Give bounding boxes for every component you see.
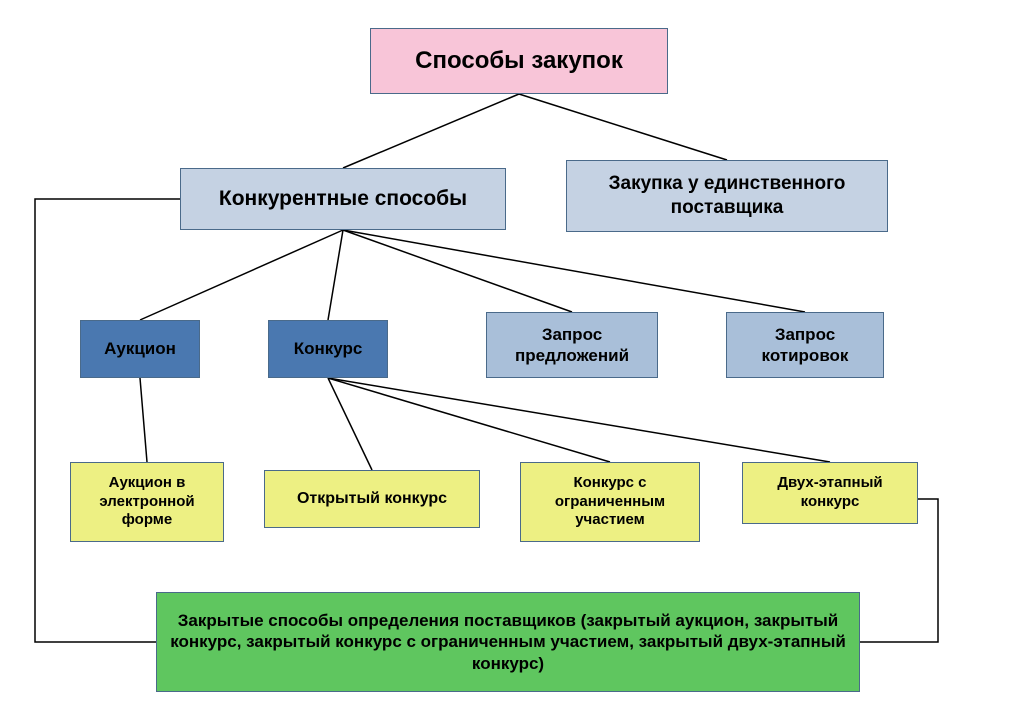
edge-contest-opencontest [328, 378, 372, 470]
node-label-single: Закупка у единственного поставщика [573, 172, 881, 220]
node-label-closed: Закрытые способы определения поставщиков… [163, 610, 853, 674]
node-label-proposals: Запрос предложений [493, 324, 651, 367]
edge-root-competitive [343, 94, 519, 168]
edge-competitive-quotes [343, 230, 805, 312]
node-label-competitive: Конкурентные способы [219, 186, 467, 212]
node-eauction: Аукцион в электронной форме [70, 462, 224, 542]
node-contest: Конкурс [268, 320, 388, 378]
node-label-twostage: Двух-этапный конкурс [749, 474, 911, 512]
edge-auction-eauction [140, 378, 147, 462]
node-closed: Закрытые способы определения поставщиков… [156, 592, 860, 692]
edge-contest-limited [328, 378, 610, 462]
node-label-contest: Конкурс [294, 338, 363, 359]
node-proposals: Запрос предложений [486, 312, 658, 378]
edge-competitive-proposals [343, 230, 572, 312]
node-label-opencontest: Открытый конкурс [297, 489, 447, 509]
node-auction: Аукцион [80, 320, 200, 378]
elbow-0 [35, 199, 180, 642]
edge-root-single [519, 94, 727, 160]
edge-competitive-auction [140, 230, 343, 320]
node-limited: Конкурс с ограниченным участием [520, 462, 700, 542]
node-label-quotes: Запрос котировок [733, 324, 877, 367]
edge-contest-twostage [328, 378, 830, 462]
node-root: Способы закупок [370, 28, 668, 94]
edge-competitive-contest [328, 230, 343, 320]
node-label-limited: Конкурс с ограниченным участием [527, 474, 693, 530]
node-twostage: Двух-этапный конкурс [742, 462, 918, 524]
node-label-auction: Аукцион [104, 338, 176, 359]
node-opencontest: Открытый конкурс [264, 470, 480, 528]
node-quotes: Запрос котировок [726, 312, 884, 378]
node-label-root: Способы закупок [415, 46, 623, 76]
node-single: Закупка у единственного поставщика [566, 160, 888, 232]
node-competitive: Конкурентные способы [180, 168, 506, 230]
node-label-eauction: Аукцион в электронной форме [77, 474, 217, 530]
